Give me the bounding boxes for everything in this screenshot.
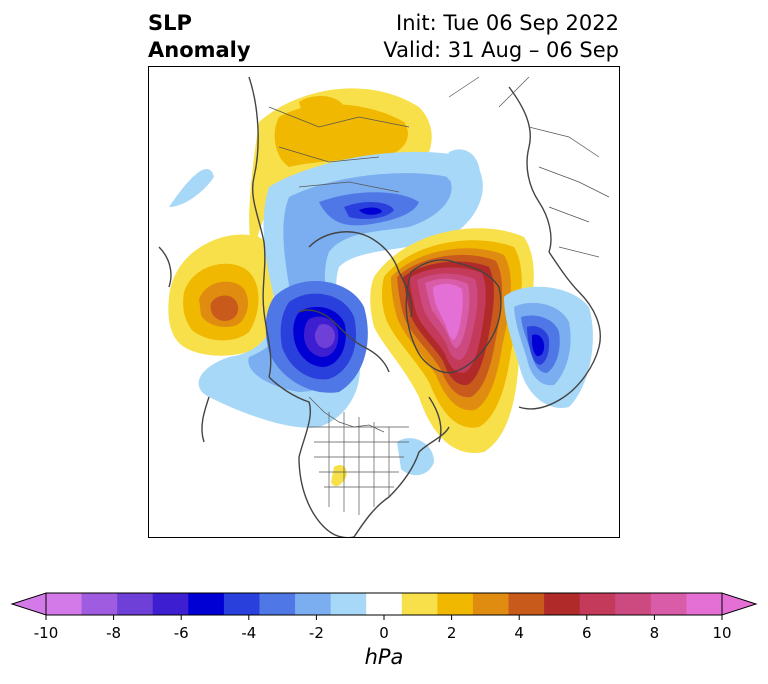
colorbar-segment xyxy=(223,593,260,615)
colorbar-segment xyxy=(330,593,367,615)
colorbar-tick-label: 2 xyxy=(446,624,457,642)
colorbar-segment xyxy=(46,593,83,615)
colorbar-tick-label: 6 xyxy=(582,624,592,642)
valid-range: Valid: 31 Aug – 06 Sep xyxy=(383,38,619,62)
colorbar-tick-label: 0 xyxy=(379,624,389,642)
colorbar-tick-label: -2 xyxy=(308,624,324,642)
colorbar-segment xyxy=(472,593,510,615)
colorbar-segment xyxy=(188,593,225,615)
colorbar-segment xyxy=(401,593,438,615)
colorbar-segment xyxy=(295,593,332,615)
colorbar-extend-high xyxy=(721,592,758,616)
colorbar-svg xyxy=(10,592,758,620)
colorbar-segment xyxy=(650,593,687,615)
colorbar-extend-low xyxy=(10,592,47,616)
colorbar-segment xyxy=(579,593,616,615)
anomaly-us-southwest-positive xyxy=(331,465,347,487)
colorbar-tick-label: -6 xyxy=(173,624,189,642)
colorbar-segment xyxy=(366,593,403,615)
colorbar-tick-label: -10 xyxy=(33,624,59,642)
map-political-borders xyxy=(268,76,610,515)
anomaly-north-negative xyxy=(444,149,480,187)
colorbar-segment xyxy=(686,593,723,615)
colorbar-segment xyxy=(437,593,474,615)
anomaly-canada-low xyxy=(265,280,368,393)
colorbar-segment xyxy=(152,593,189,615)
map-coastlines xyxy=(158,76,601,537)
title-subvariable: Anomaly xyxy=(148,38,251,62)
colorbar-segment xyxy=(81,593,118,615)
colorbar-segment xyxy=(117,593,154,615)
init-date: Init: Tue 06 Sep 2022 xyxy=(396,11,619,35)
anomaly-pacific-negative xyxy=(169,168,214,207)
map-svg xyxy=(158,76,610,537)
anomaly-aleutian-high xyxy=(168,234,274,356)
colorbar-segment xyxy=(544,593,581,615)
colorbar-unit-label: hPa xyxy=(364,645,404,669)
title-variable: SLP xyxy=(148,11,192,35)
colorbar-tick-label: -4 xyxy=(241,624,257,642)
map-title-right: Init: Tue 06 Sep 2022 Valid: 31 Aug – 06… xyxy=(383,10,619,64)
anomaly-scandinavia-low xyxy=(504,286,593,408)
colorbar-segment xyxy=(615,593,652,615)
colorbar-tick-label: 10 xyxy=(712,624,732,642)
colorbar-segment xyxy=(259,593,296,615)
map-title-left: SLP Anomaly xyxy=(148,10,251,64)
colorbar-tick-label: 8 xyxy=(649,624,660,642)
colorbar-tick-label: 4 xyxy=(514,624,524,642)
anomaly-greenland-high xyxy=(370,228,534,453)
colorbar xyxy=(0,585,768,625)
map-panel xyxy=(148,66,620,538)
colorbar-tick-label: -8 xyxy=(106,624,122,642)
colorbar-segment xyxy=(508,593,545,615)
